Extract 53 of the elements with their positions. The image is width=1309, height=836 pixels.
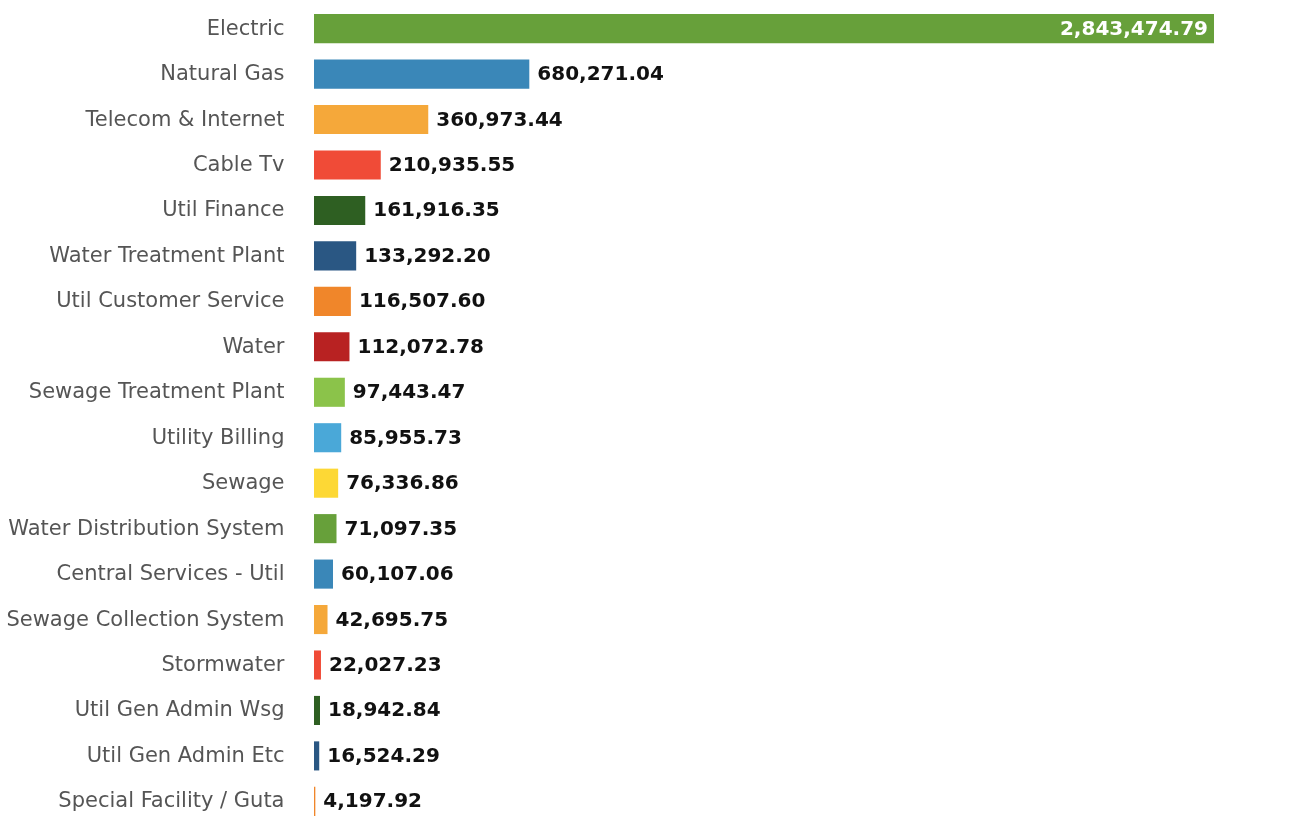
bar: [314, 695, 320, 725]
data-label: 161,916.35: [373, 197, 500, 222]
y-tick-label: Util Gen Admin Wsg: [74, 697, 285, 722]
data-label: 210,935.55: [388, 152, 516, 176]
data-label: 22,027.23: [328, 652, 442, 676]
bar: [314, 514, 337, 544]
data-label: 360,973.44: [436, 106, 563, 131]
data-label: 60,107.06: [341, 561, 454, 586]
data-label: 2,843,474.79: [1059, 15, 1208, 40]
bar: [314, 468, 339, 498]
y-tick-label: Stormwater: [161, 652, 285, 676]
data-label: 16,524.29: [327, 742, 440, 767]
bar: [314, 59, 530, 89]
y-tick-label: Telecom & Internet: [84, 106, 285, 131]
bar: [314, 741, 320, 771]
data-label: 71,097.35: [344, 515, 458, 540]
data-label: 42,695.75: [335, 606, 449, 631]
y-tick-label: Sewage: [201, 470, 285, 495]
bar: [314, 286, 351, 316]
data-label: 76,336.86: [346, 470, 459, 495]
data-label: 680,271.04: [537, 61, 664, 86]
data-label: 85,955.73: [349, 424, 462, 449]
bar: [314, 332, 350, 362]
y-tick-label: Cable Tv: [192, 152, 285, 176]
y-tick-label: Utility Billing: [151, 424, 285, 449]
data-label: 4,197.92: [323, 788, 423, 813]
bar: [314, 195, 366, 225]
data-label: 18,942.84: [328, 697, 441, 722]
bar: [314, 105, 429, 135]
y-tick-label: Electric: [206, 15, 285, 40]
bar: [314, 650, 321, 680]
bar: [314, 241, 357, 271]
data-label: 133,292.20: [364, 242, 491, 267]
y-tick-label: Central Services - Util: [56, 561, 285, 586]
y-tick-label: Water: [222, 333, 285, 358]
y-tick-label: Util Gen Admin Etc: [86, 742, 285, 767]
y-tick-label: Water Distribution System: [8, 515, 285, 540]
y-tick-label: Sewage Collection System: [6, 606, 285, 631]
bar: [314, 150, 381, 180]
bar: [314, 559, 334, 589]
y-tick-label: Natural Gas: [160, 61, 285, 86]
bar: [314, 377, 345, 407]
bar: [314, 14, 1214, 44]
bar: [314, 605, 328, 635]
y-tick-label: Special Facility / Guta: [58, 788, 285, 813]
data-label: 97,443.47: [352, 379, 466, 404]
y-tick-label: Water Treatment Plant: [49, 242, 285, 267]
data-label: 116,507.60: [358, 288, 486, 313]
y-tick-label: Util Customer Service: [56, 288, 285, 313]
y-tick-label: Sewage Treatment Plant: [28, 379, 285, 404]
bar: [314, 423, 342, 453]
y-tick-label: Util Finance: [162, 197, 285, 222]
data-label: 112,072.78: [357, 333, 484, 358]
